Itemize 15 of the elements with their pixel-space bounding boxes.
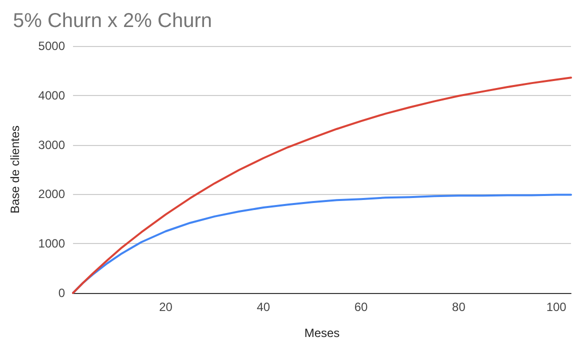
x-tick-label: 20 <box>159 300 173 314</box>
y-tick-label: 0 <box>58 286 66 300</box>
x-tick-label: 80 <box>452 300 466 314</box>
y-tick-label: 4000 <box>38 88 66 102</box>
y-tick-label: 2000 <box>38 187 66 202</box>
x-axis-title: Meses <box>304 326 340 340</box>
x-tick-label: 60 <box>354 300 368 314</box>
x-tick-label: 40 <box>256 300 270 314</box>
chart-title: 5% Churn x 2% Churn <box>13 10 212 32</box>
line-series <box>72 76 572 294</box>
y-tick-label: 5000 <box>38 39 66 53</box>
x-tick-label: 100 <box>546 300 567 314</box>
y-tick-label: 1000 <box>38 236 66 251</box>
y-axis-title: Base de clientes <box>8 125 22 214</box>
y-tick-label: 3000 <box>38 138 66 152</box>
